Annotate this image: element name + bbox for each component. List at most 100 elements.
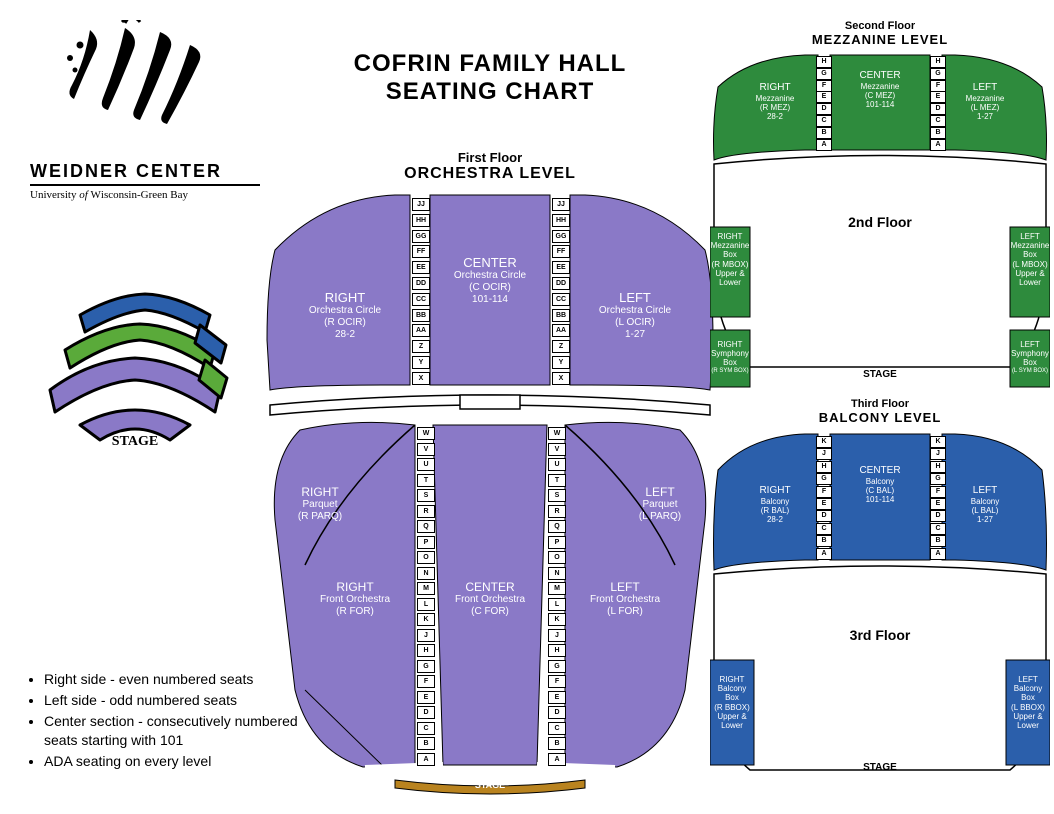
row-label: R <box>417 505 435 518</box>
row-label: G <box>816 473 832 485</box>
section-r-for: RIGHT Front Orchestra (R FOR) <box>305 580 405 618</box>
row-label: DD <box>552 277 570 290</box>
row-label: L <box>417 598 435 611</box>
row-label: B <box>930 535 946 547</box>
section-c-for: CENTER Front Orchestra (C FOR) <box>440 580 540 618</box>
row-label: V <box>417 443 435 456</box>
row-label: H <box>548 644 566 657</box>
row-label: FF <box>552 245 570 258</box>
logo-block: WEIDNER CENTER University of Wisconsin-G… <box>30 20 260 201</box>
row-label: B <box>816 127 832 139</box>
row-label: Y <box>412 356 430 369</box>
box-r-bbox: RIGHT Balcony Box (R BBOX) Upper & Lower <box>712 675 752 730</box>
section-l-bal: LEFT Balcony (L BAL) 1-27 <box>945 485 1025 525</box>
row-label: A <box>548 753 566 766</box>
row-label: F <box>930 486 946 498</box>
row-label: V <box>548 443 566 456</box>
section-c-bal: CENTER Balcony (C BAL) 101-114 <box>840 465 920 505</box>
row-label: K <box>930 436 946 448</box>
mezzanine-diagram: 2nd Floor STAGE RIGHT Mezzanine (R MEZ) … <box>710 52 1050 392</box>
mezzanine-header: Second Floor Mezzanine Level <box>720 20 1040 47</box>
section-r-bal: RIGHT Balcony (R BAL) 28-2 <box>735 485 815 525</box>
section-c-ocir: CENTER Orchestra Circle (C OCIR) 101-114 <box>440 255 540 306</box>
row-label: D <box>930 103 946 115</box>
overview-3d: STAGE <box>20 240 250 455</box>
section-c-mez: CENTER Mezzanine (C MEZ) 101-114 <box>840 70 920 110</box>
row-label: J <box>930 448 946 460</box>
row-label: J <box>548 629 566 642</box>
row-label: C <box>417 722 435 735</box>
section-l-for: LEFT Front Orchestra (L FOR) <box>575 580 675 618</box>
row-label: K <box>548 613 566 626</box>
row-label: U <box>417 458 435 471</box>
mezz-floor-label: 2nd Floor <box>848 214 912 230</box>
row-label: E <box>417 691 435 704</box>
row-label: F <box>816 486 832 498</box>
row-label: G <box>930 473 946 485</box>
row-label: W <box>417 427 435 440</box>
brand-name: WEIDNER CENTER <box>30 161 260 182</box>
row-label: T <box>548 474 566 487</box>
row-label: K <box>417 613 435 626</box>
row-label: A <box>816 139 832 151</box>
bal-floor-label: 3rd Floor <box>850 627 911 643</box>
row-label: Q <box>548 520 566 533</box>
row-label: G <box>548 660 566 673</box>
row-label: J <box>816 448 832 460</box>
row-label: E <box>816 498 832 510</box>
row-label: CC <box>552 293 570 306</box>
row-label: B <box>930 127 946 139</box>
row-label: W <box>548 427 566 440</box>
brand-sub: University of Wisconsin-Green Bay <box>30 189 260 201</box>
row-label: E <box>930 91 946 103</box>
row-label: C <box>816 115 832 127</box>
row-label: C <box>930 115 946 127</box>
row-label: D <box>548 706 566 719</box>
row-label: AA <box>412 324 430 337</box>
row-label: EE <box>412 261 430 274</box>
bal-stage-label: STAGE <box>863 762 897 773</box>
row-label: DD <box>412 277 430 290</box>
box-r-mbox: RIGHT Mezzanine Box (R MBOX) Upper & Low… <box>710 232 750 287</box>
row-label: T <box>417 474 435 487</box>
row-label: X <box>552 372 570 385</box>
note-3: Center section - consecutively numbered … <box>44 712 310 750</box>
row-label: S <box>417 489 435 502</box>
balcony-header: Third Floor Balcony Level <box>720 398 1040 425</box>
row-label: CC <box>412 293 430 306</box>
row-label: EE <box>552 261 570 274</box>
row-label: H <box>930 56 946 68</box>
note-1: Right side - even numbered seats <box>44 670 310 689</box>
row-label: GG <box>552 230 570 243</box>
row-label: K <box>816 436 832 448</box>
row-label: M <box>417 582 435 595</box>
title-line2: Seating Chart <box>270 78 710 106</box>
section-l-parq: LEFT Parquet (L PARQ) <box>620 485 700 523</box>
row-label: C <box>930 523 946 535</box>
box-l-sym: LEFT Symphony Box (L SYM BOX) <box>1010 340 1050 374</box>
row-label: Z <box>552 340 570 353</box>
row-label: G <box>930 68 946 80</box>
row-label: HH <box>412 214 430 227</box>
section-r-parq: RIGHT Parquet (R PARQ) <box>280 485 360 523</box>
row-label: X <box>412 372 430 385</box>
row-label: BB <box>552 309 570 322</box>
row-label: N <box>548 567 566 580</box>
orchestra-stage-label: STAGE <box>475 780 505 790</box>
notes-list: Right side - even numbered seats Left si… <box>30 670 310 772</box>
row-label: GG <box>412 230 430 243</box>
row-label: B <box>816 535 832 547</box>
note-4: ADA seating on every level <box>44 752 310 771</box>
row-label: O <box>548 551 566 564</box>
row-label: P <box>548 536 566 549</box>
row-label: A <box>816 548 832 560</box>
orchestra-header: First Floor Orchestra Level <box>270 150 710 183</box>
mezz-stage-label: STAGE <box>863 369 897 380</box>
row-label: M <box>548 582 566 595</box>
box-l-mbox: LEFT Mezzanine Box (L MBOX) Upper & Lowe… <box>1010 232 1050 287</box>
row-label: N <box>417 567 435 580</box>
row-label: U <box>548 458 566 471</box>
row-label: G <box>417 660 435 673</box>
row-label: S <box>548 489 566 502</box>
row-label: E <box>548 691 566 704</box>
